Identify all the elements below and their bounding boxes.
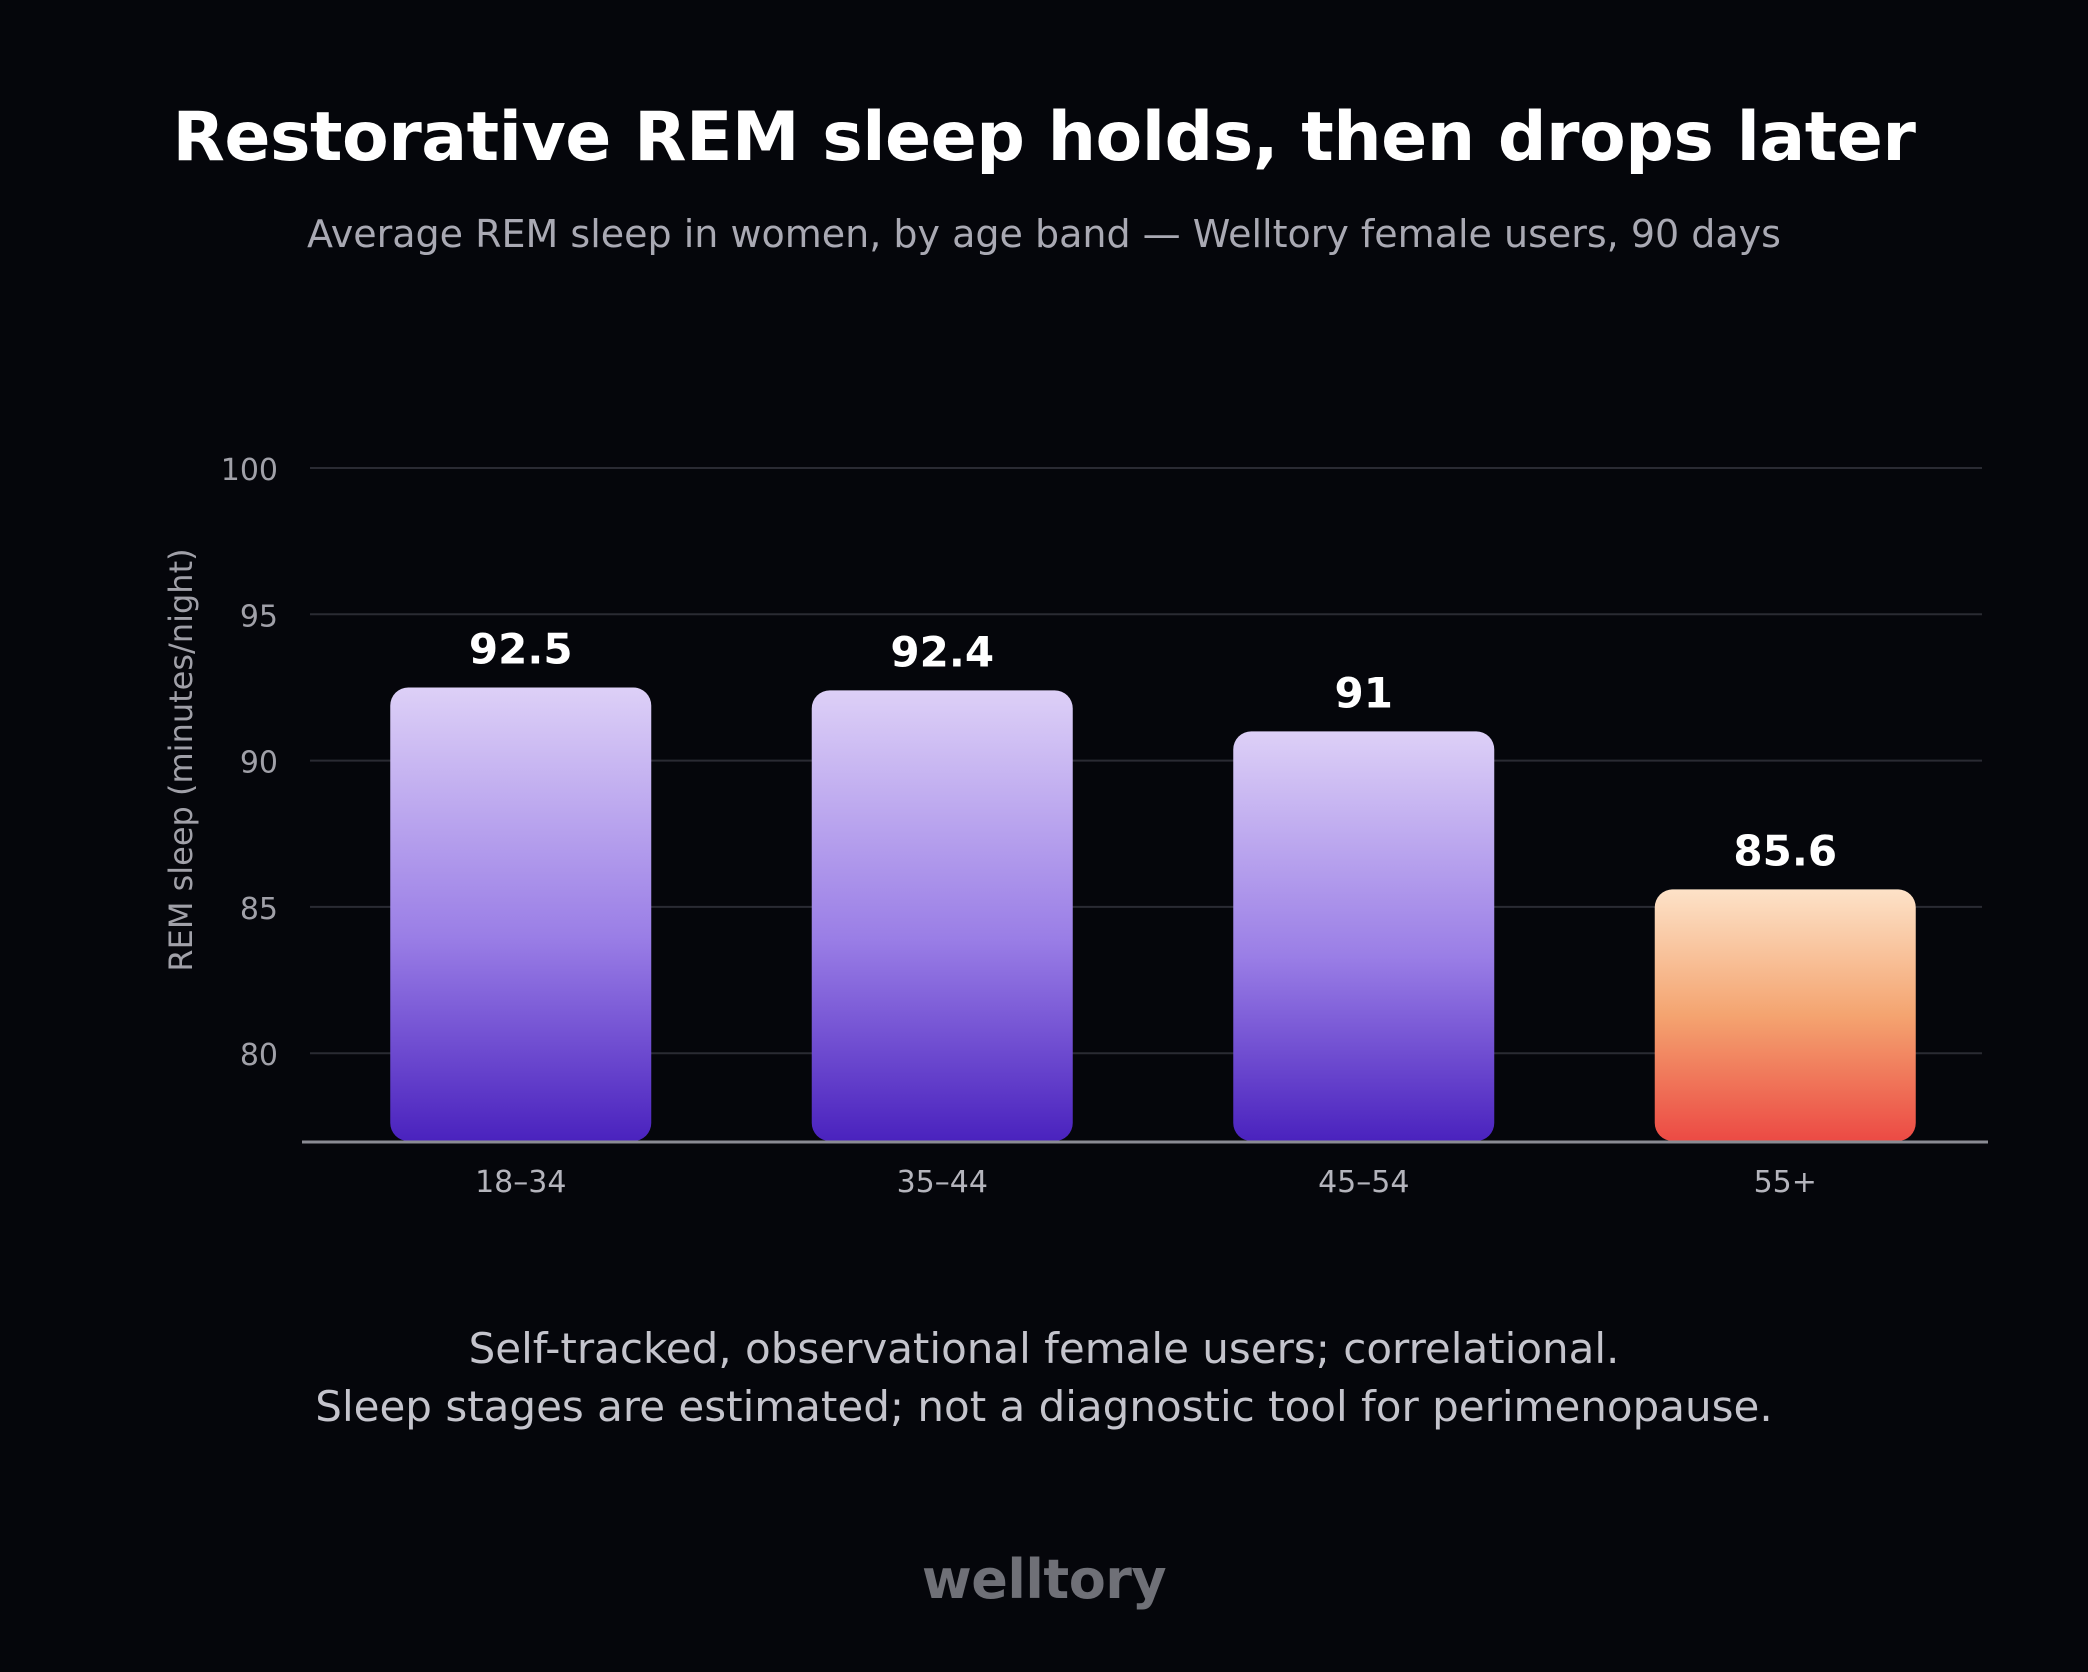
bar-18–34 bbox=[390, 687, 652, 1141]
chart-title: Restorative REM sleep holds, then drops … bbox=[172, 98, 1916, 177]
chart-subtitle: Average REM sleep in women, by age band … bbox=[307, 212, 1781, 256]
value-label: 85.6 bbox=[1733, 826, 1837, 875]
value-labels: 92.5 92.4 91 85.6 bbox=[469, 624, 1837, 875]
y-tick-label: 80 bbox=[240, 1038, 278, 1073]
x-tick-label: 45–54 bbox=[1318, 1165, 1409, 1200]
x-tick-label: 18–34 bbox=[475, 1165, 566, 1200]
bar-45–54 bbox=[1233, 731, 1495, 1141]
x-tick-label: 55+ bbox=[1754, 1165, 1817, 1200]
y-axis-ticks: 80 85 90 95 100 bbox=[221, 453, 278, 1073]
bar-55+ bbox=[1654, 889, 1916, 1141]
bar-35–44 bbox=[811, 690, 1073, 1141]
x-tick-label: 35–44 bbox=[897, 1165, 988, 1200]
welltory-logo: welltory bbox=[921, 1548, 1167, 1611]
value-label: 92.4 bbox=[890, 627, 994, 676]
y-tick-label: 90 bbox=[240, 746, 278, 781]
x-axis-ticks: 18–34 35–44 45–54 55+ bbox=[475, 1165, 1817, 1200]
bars bbox=[390, 687, 1916, 1141]
value-label: 92.5 bbox=[469, 624, 573, 673]
y-axis-label: REM sleep (minutes/night) bbox=[162, 548, 200, 971]
footnote-line-2: Sleep stages are estimated; not a diagno… bbox=[315, 1382, 1773, 1431]
y-tick-label: 85 bbox=[240, 892, 278, 927]
value-label: 91 bbox=[1335, 668, 1393, 717]
footnote: Self-tracked, observational female users… bbox=[0, 1320, 2088, 1436]
y-tick-label: 95 bbox=[240, 599, 278, 634]
y-tick-label: 100 bbox=[221, 453, 278, 488]
footnote-line-1: Self-tracked, observational female users… bbox=[468, 1324, 1620, 1373]
